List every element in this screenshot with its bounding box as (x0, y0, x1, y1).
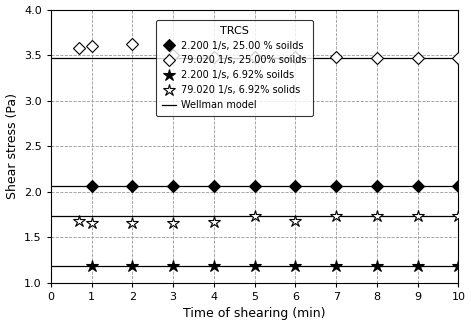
X-axis label: Time of shearing (min): Time of shearing (min) (183, 307, 326, 320)
Y-axis label: Shear stress (Pa): Shear stress (Pa) (6, 93, 18, 199)
Legend: 2.200 1/s, 25.00 % soilds, 79.020 1/s, 25.00% soilds, 2.200 1/s, 6.92% soilds, 7: 2.200 1/s, 25.00 % soilds, 79.020 1/s, 2… (156, 20, 313, 116)
